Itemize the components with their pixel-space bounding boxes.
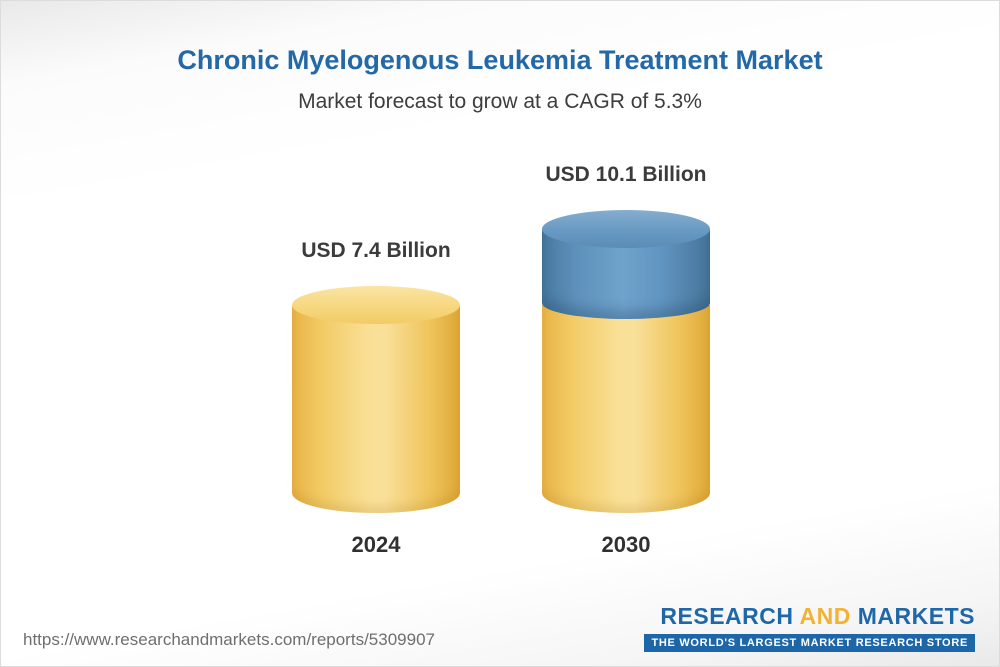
report-url[interactable]: https://www.researchandmarkets.com/repor… [23,630,435,649]
bar-2030-base-segment [542,305,710,513]
logo-word-and: AND [799,603,851,629]
bar-2024-top-ellipse [292,286,460,325]
bar-2030-top-ellipse [542,210,710,249]
axis-label-2024: 2024 [351,532,401,557]
logo-tagline: THE WORLD'S LARGEST MARKET RESEARCH STOR… [644,634,975,652]
chart-subtitle: Market forecast to grow at a CAGR of 5.3… [298,90,702,113]
value-label-2030: USD 10.1 Billion [545,163,707,187]
bar-2024 [292,286,460,513]
logo-wordmark: RESEARCH AND MARKETS [644,603,975,630]
axis-label-2030: 2030 [601,532,651,557]
logo-word-markets: MARKETS [857,603,975,629]
value-label-2024: USD 7.4 Billion [301,239,451,263]
logo-word-research: RESEARCH [660,603,794,629]
bar-2024-body [292,305,460,513]
chart-title: Chronic Myelogenous Leukemia Treatment M… [177,45,823,75]
bar-2030 [542,210,710,513]
research-and-markets-logo: RESEARCH AND MARKETS THE WORLD'S LARGEST… [644,603,975,652]
